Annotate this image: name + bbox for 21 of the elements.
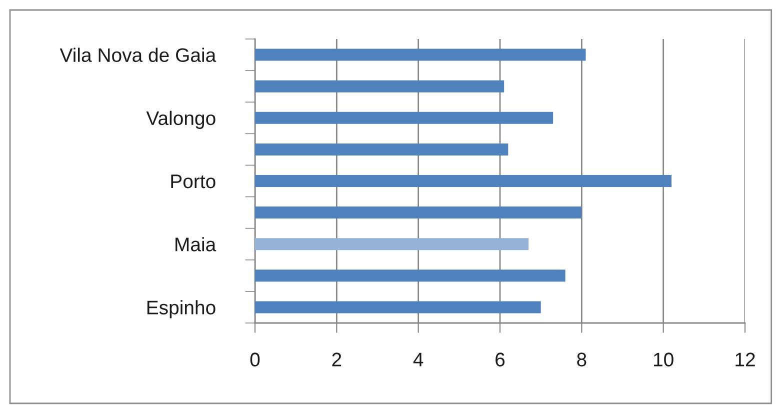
y-tick-label: Vila Nova de Gaia xyxy=(60,48,216,62)
x-tick-label: 12 xyxy=(736,352,755,366)
x-tick-label: 2 xyxy=(332,352,342,366)
x-tick-label: 8 xyxy=(577,352,586,366)
bar xyxy=(255,80,504,92)
x-tick-label: 6 xyxy=(496,352,505,366)
bar xyxy=(255,301,541,314)
y-tick-label: Espinho xyxy=(147,300,216,318)
y-tick-label: Valongo xyxy=(146,110,216,129)
y-tick-label: Maia xyxy=(176,237,216,252)
bar xyxy=(255,143,508,156)
x-tick-label: 0 xyxy=(250,352,260,366)
bar xyxy=(255,175,672,187)
x-tick-label: 10 xyxy=(654,352,674,366)
bar xyxy=(255,238,529,250)
bar xyxy=(255,48,586,61)
y-tick-label: Porto xyxy=(171,174,216,188)
x-tick-label: 4 xyxy=(413,352,424,366)
bar xyxy=(255,270,566,282)
bar xyxy=(255,206,582,219)
bar xyxy=(255,112,554,124)
